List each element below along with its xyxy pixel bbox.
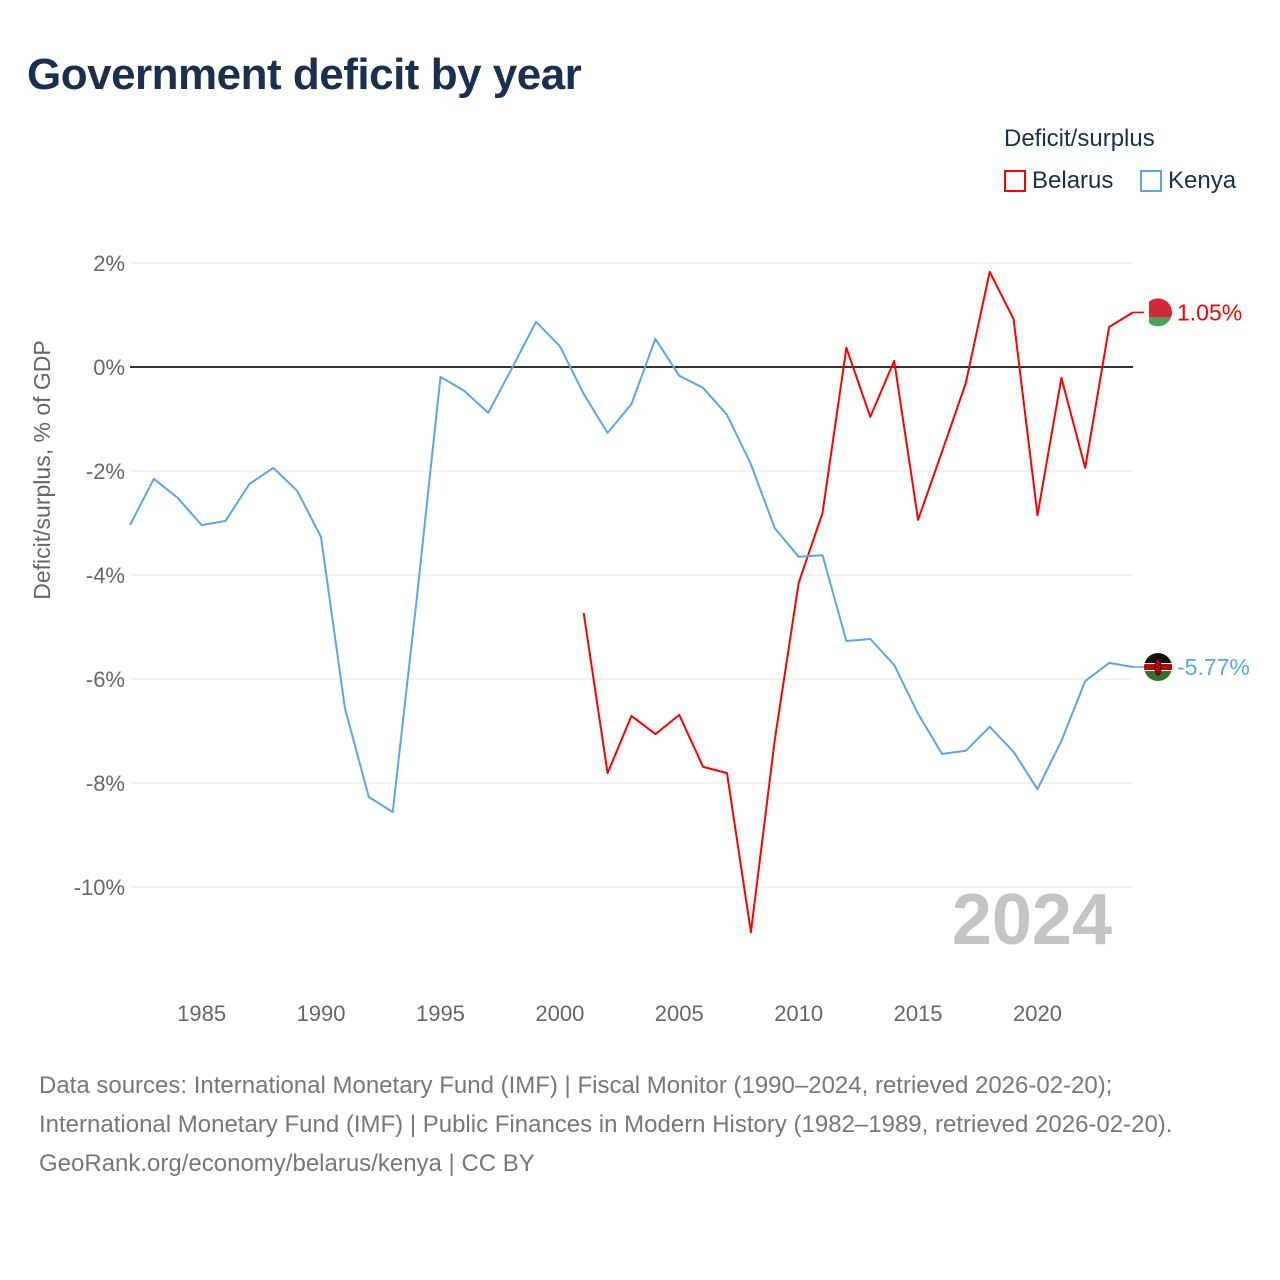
end-value-label-kenya: -5.77% [1177,654,1250,680]
flag-icon-kenya [1144,653,1172,682]
flag-ornament [1144,298,1149,327]
y-tick-label: -4% [86,563,125,588]
series-line-kenya [129,320,1134,814]
legend-label-kenya: Kenya [1168,167,1237,194]
legend-item-kenya[interactable]: Kenya [1140,167,1236,195]
flag-shield [1154,658,1162,676]
legend-label-belarus: Belarus [1032,167,1114,194]
legend-swatch-kenya [1140,170,1162,192]
flag-red [1144,298,1172,318]
legend-title: Deficit/surplus [1004,125,1155,152]
data-sources: Data sources: International Monetary Fun… [39,1072,1173,1138]
x-tick-label: 2015 [894,1001,943,1026]
legend-item-belarus[interactable]: Belarus [1004,167,1113,195]
flag-black [1144,653,1172,664]
x-tick-label: 2005 [655,1001,704,1026]
x-tick-label: 2010 [774,1001,823,1026]
footer: Data sources: International Monetary Fun… [39,1066,1239,1183]
y-axis-label: Deficit/surplus, % of GDP [29,340,55,599]
x-tick-label: 2020 [1013,1001,1062,1026]
source-link[interactable]: GeoRank.org/economy/belarus/kenya | CC B… [39,1150,535,1177]
y-tick-label: 0% [93,355,125,380]
page-title: Government deficit by year [27,50,582,99]
y-tick-label: -10% [74,875,125,900]
flag-body [1144,298,1172,327]
x-tick-label: 1995 [416,1001,465,1026]
flag-green [1144,671,1172,682]
y-tick-label: -6% [86,667,125,692]
year-watermark: 2024 [952,880,1112,960]
y-tick-label: -2% [86,459,125,484]
flag-body [1144,653,1172,682]
x-tick-label: 1985 [177,1001,226,1026]
flag-green [1144,317,1172,327]
series-line-belarus [582,270,1134,934]
y-tick-label: 2% [93,251,125,276]
x-tick-label: 2000 [535,1001,584,1026]
x-tick-label: 1990 [297,1001,346,1026]
y-tick-label: -8% [86,771,125,796]
legend-swatch-belarus [1004,170,1026,192]
flag-icon-belarus [1144,298,1172,327]
end-value-label-belarus: 1.05% [1177,299,1242,325]
